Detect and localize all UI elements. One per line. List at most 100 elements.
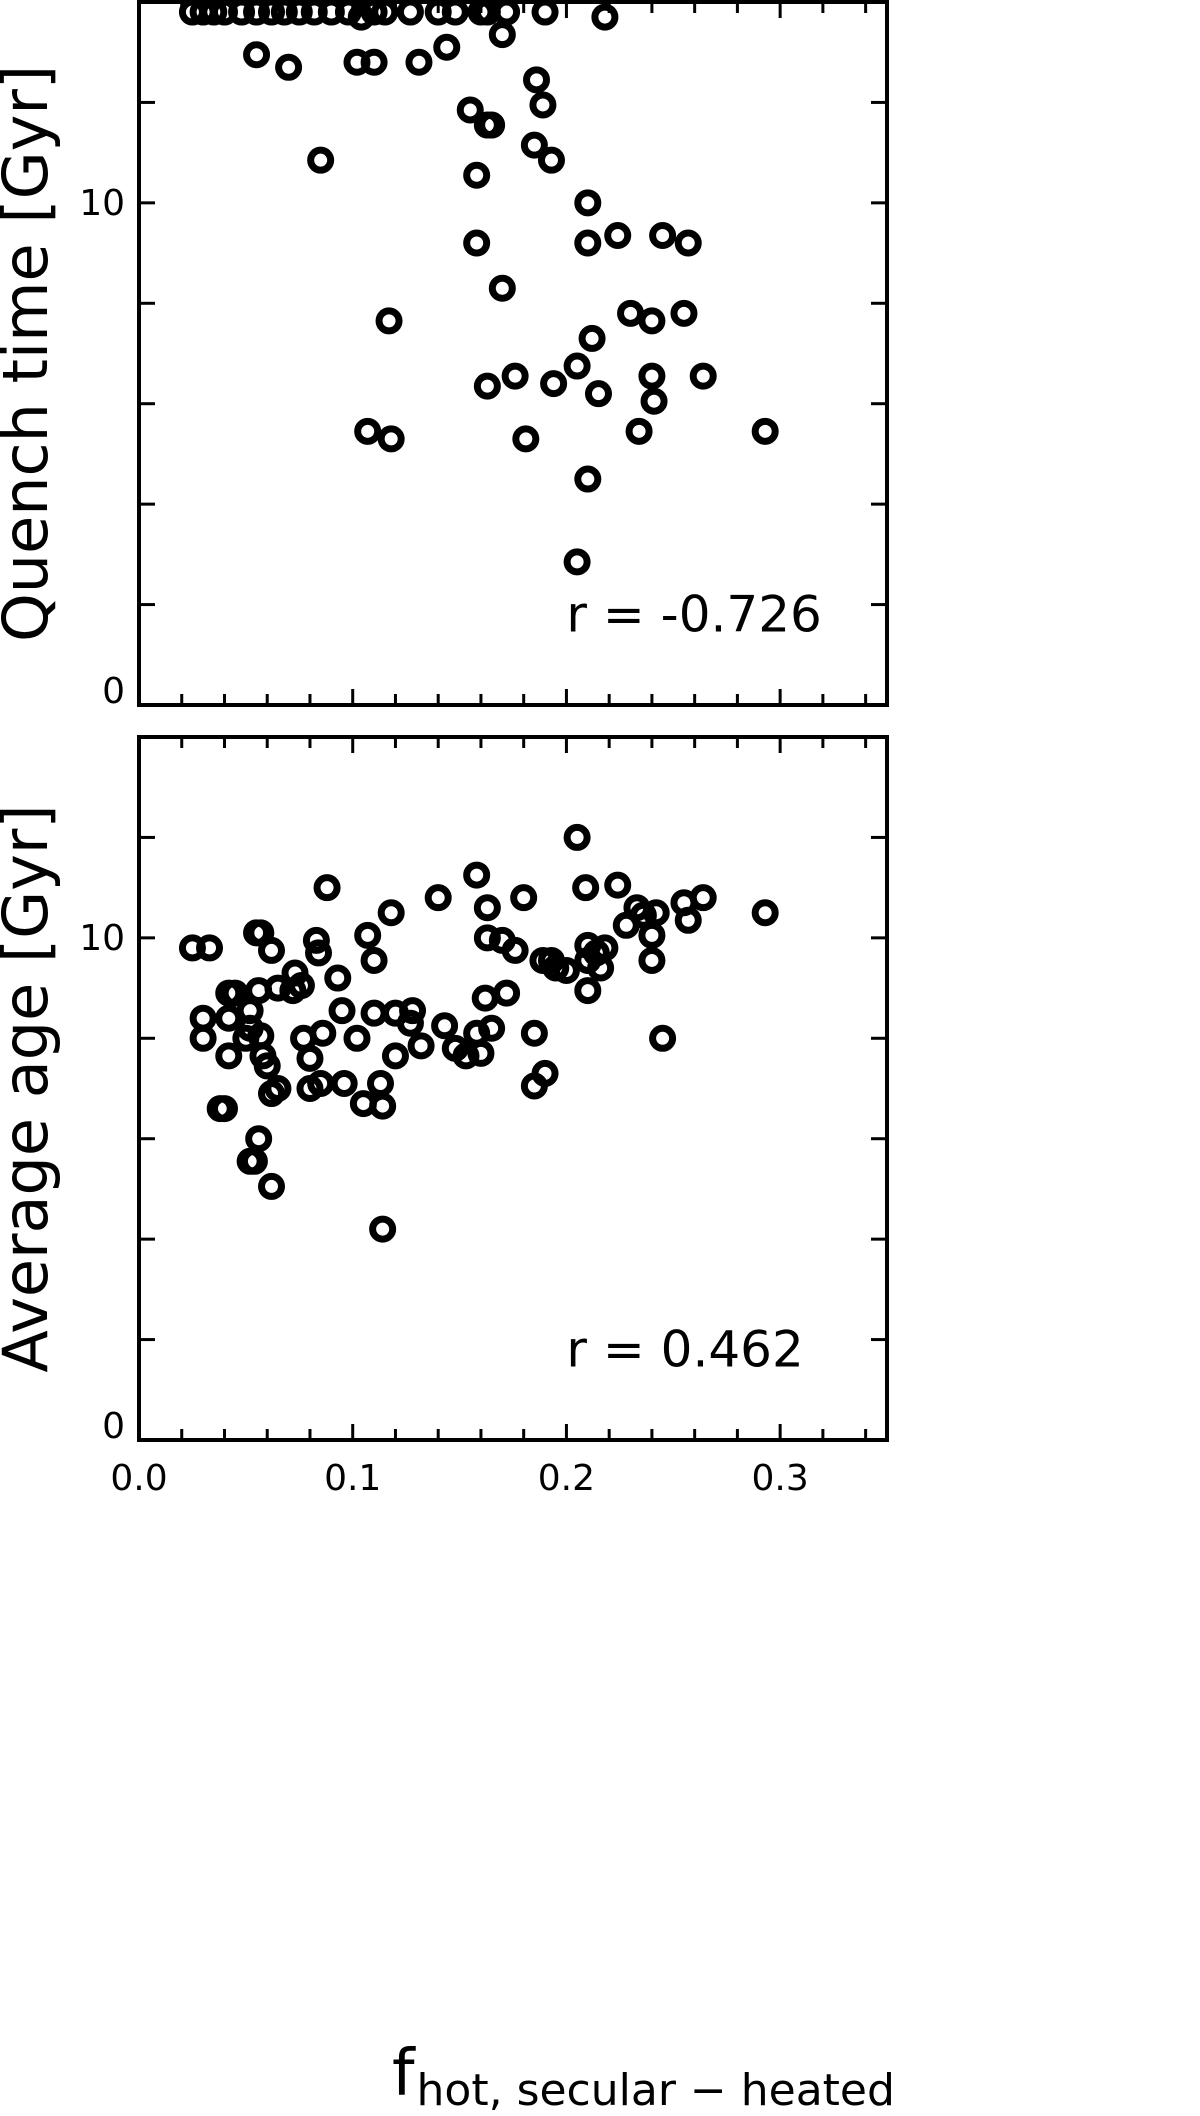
average-age-x-tick-label-2: 0.2 — [538, 1458, 595, 1499]
quench-time-y-tick-label-1: 10 — [79, 183, 125, 224]
average-age-point-34 — [245, 1125, 273, 1153]
quench-time-point-61 — [512, 425, 540, 453]
average-age-point-31 — [264, 1075, 292, 1102]
quench-time-point-49 — [670, 299, 698, 327]
quench-time-point-35 — [520, 131, 548, 159]
average-age-point-70 — [520, 1019, 548, 1047]
average-age-point-54 — [369, 1215, 397, 1243]
quench-time-point-29 — [433, 33, 461, 61]
average-age-point-58 — [452, 1042, 480, 1070]
average-age-point-56 — [431, 1012, 459, 1040]
average-age-point-38 — [324, 964, 352, 992]
average-age-point-84 — [591, 934, 619, 962]
quench-time-point-30 — [523, 66, 551, 94]
average-age-point-3 — [189, 1024, 217, 1052]
panel-average-age: 0 10 0.0 0.1 0.2 0.3 r = 0.462 Average age [… — [0, 735, 889, 1499]
average-age-point-55 — [424, 884, 452, 912]
quench-time-point-50 — [578, 324, 606, 352]
average-age-point-36 — [240, 1147, 268, 1175]
quench-time-point-53 — [689, 362, 717, 390]
quench-time-point-64 — [574, 465, 602, 493]
average-age-point-4 — [215, 1004, 243, 1032]
average-age-point-59 — [463, 861, 491, 889]
average-age-y-axis-label: Average age [Gyr] — [0, 804, 62, 1372]
quench-time-point-55 — [473, 372, 501, 400]
average-age-point-47 — [369, 1092, 397, 1120]
quench-time-point-17 — [441, 0, 469, 26]
average-age-point-46 — [366, 1069, 394, 1097]
quench-time-point-56 — [540, 370, 568, 398]
average-age-point-16 — [258, 936, 286, 964]
quench-time-point-32 — [456, 96, 484, 124]
average-age-y-tick-label-0: 0 — [102, 1406, 125, 1447]
average-age-x-tick-labels: 0.0 0.1 0.2 0.3 — [110, 1458, 808, 1499]
average-age-point-10 — [232, 1024, 260, 1052]
average-age-point-63 — [473, 894, 501, 922]
average-age-point-65 — [478, 1014, 506, 1042]
average-age-point-90 — [638, 946, 666, 974]
quench-time-point-28 — [405, 48, 433, 76]
quench-time-point-41 — [574, 229, 602, 257]
average-age-point-37 — [258, 1172, 286, 1200]
average-age-point-69 — [510, 884, 538, 912]
average-age-point-77 — [563, 823, 591, 851]
quench-time-y-axis-label: Quench time [Gyr] — [0, 65, 62, 642]
average-age-point-53 — [407, 1032, 435, 1060]
quench-time-point-44 — [674, 229, 702, 257]
average-age-point-39 — [328, 997, 356, 1025]
average-age-point-44 — [360, 946, 388, 974]
average-age-x-tick-label-1: 0.1 — [324, 1458, 381, 1499]
quench-time-point-25 — [275, 53, 303, 81]
average-age-point-67 — [493, 979, 521, 1007]
average-age-point-68 — [501, 936, 529, 964]
average-age-point-24 — [302, 926, 330, 954]
average-age-point-43 — [354, 921, 382, 949]
quench-time-point-51 — [563, 352, 591, 380]
x-axis-label-subscript: hot, secular − heated — [417, 2065, 895, 2116]
quench-time-point-36 — [537, 146, 565, 174]
quench-time-point-58 — [640, 387, 668, 415]
quench-time-point-37 — [307, 146, 335, 174]
average-age-points — [178, 823, 779, 1243]
quench-time-point-23 — [488, 21, 516, 49]
average-age-point-81 — [574, 977, 602, 1005]
average-age-point-23 — [296, 1044, 324, 1072]
quench-time-point-24 — [243, 41, 271, 69]
quench-time-point-47 — [617, 299, 645, 327]
quench-time-point-48 — [638, 307, 666, 335]
average-age-point-51 — [396, 1009, 424, 1037]
panel-quench-time: 0 10 r = -0.726 Quench time [Gyr] — [0, 0, 889, 712]
x-axis-label: fhot, secular − heated — [392, 2037, 895, 2116]
quench-time-point-62 — [625, 417, 653, 445]
quench-time-points — [178, 0, 779, 576]
average-age-point-40 — [330, 1069, 358, 1097]
quench-time-point-59 — [354, 417, 382, 445]
average-age-point-92 — [649, 1024, 677, 1052]
average-age-point-45 — [360, 999, 388, 1027]
average-age-point-64 — [473, 924, 501, 952]
average-age-point-52 — [399, 997, 427, 1025]
average-age-point-91 — [642, 899, 670, 927]
average-age-point-48 — [377, 899, 405, 927]
average-age-point-50 — [381, 1042, 409, 1070]
average-age-point-41 — [343, 1024, 371, 1052]
average-age-point-62 — [471, 984, 499, 1012]
quench-time-point-31 — [529, 91, 557, 119]
average-age-x-tick-label-3: 0.3 — [752, 1458, 809, 1499]
average-age-point-95 — [689, 884, 717, 912]
quench-time-point-34 — [478, 111, 506, 139]
quench-time-point-57 — [584, 380, 612, 408]
average-age-point-29 — [296, 1075, 324, 1102]
average-age-y-tick-label-1: 10 — [79, 918, 125, 959]
quench-time-point-54 — [501, 362, 529, 390]
average-age-point-17 — [253, 1052, 281, 1080]
quench-time-point-40 — [463, 229, 491, 257]
average-age-point-26 — [309, 1019, 337, 1047]
quench-time-y-tick-labels: 0 10 — [79, 183, 125, 712]
quench-time-point-15 — [396, 0, 424, 26]
quench-time-point-60 — [377, 425, 405, 453]
average-age-point-85 — [604, 871, 632, 899]
average-age-point-21 — [287, 972, 315, 1000]
average-age-y-tick-labels: 0 10 — [79, 918, 125, 1447]
quench-time-correlation: r = -0.726 — [566, 586, 821, 644]
